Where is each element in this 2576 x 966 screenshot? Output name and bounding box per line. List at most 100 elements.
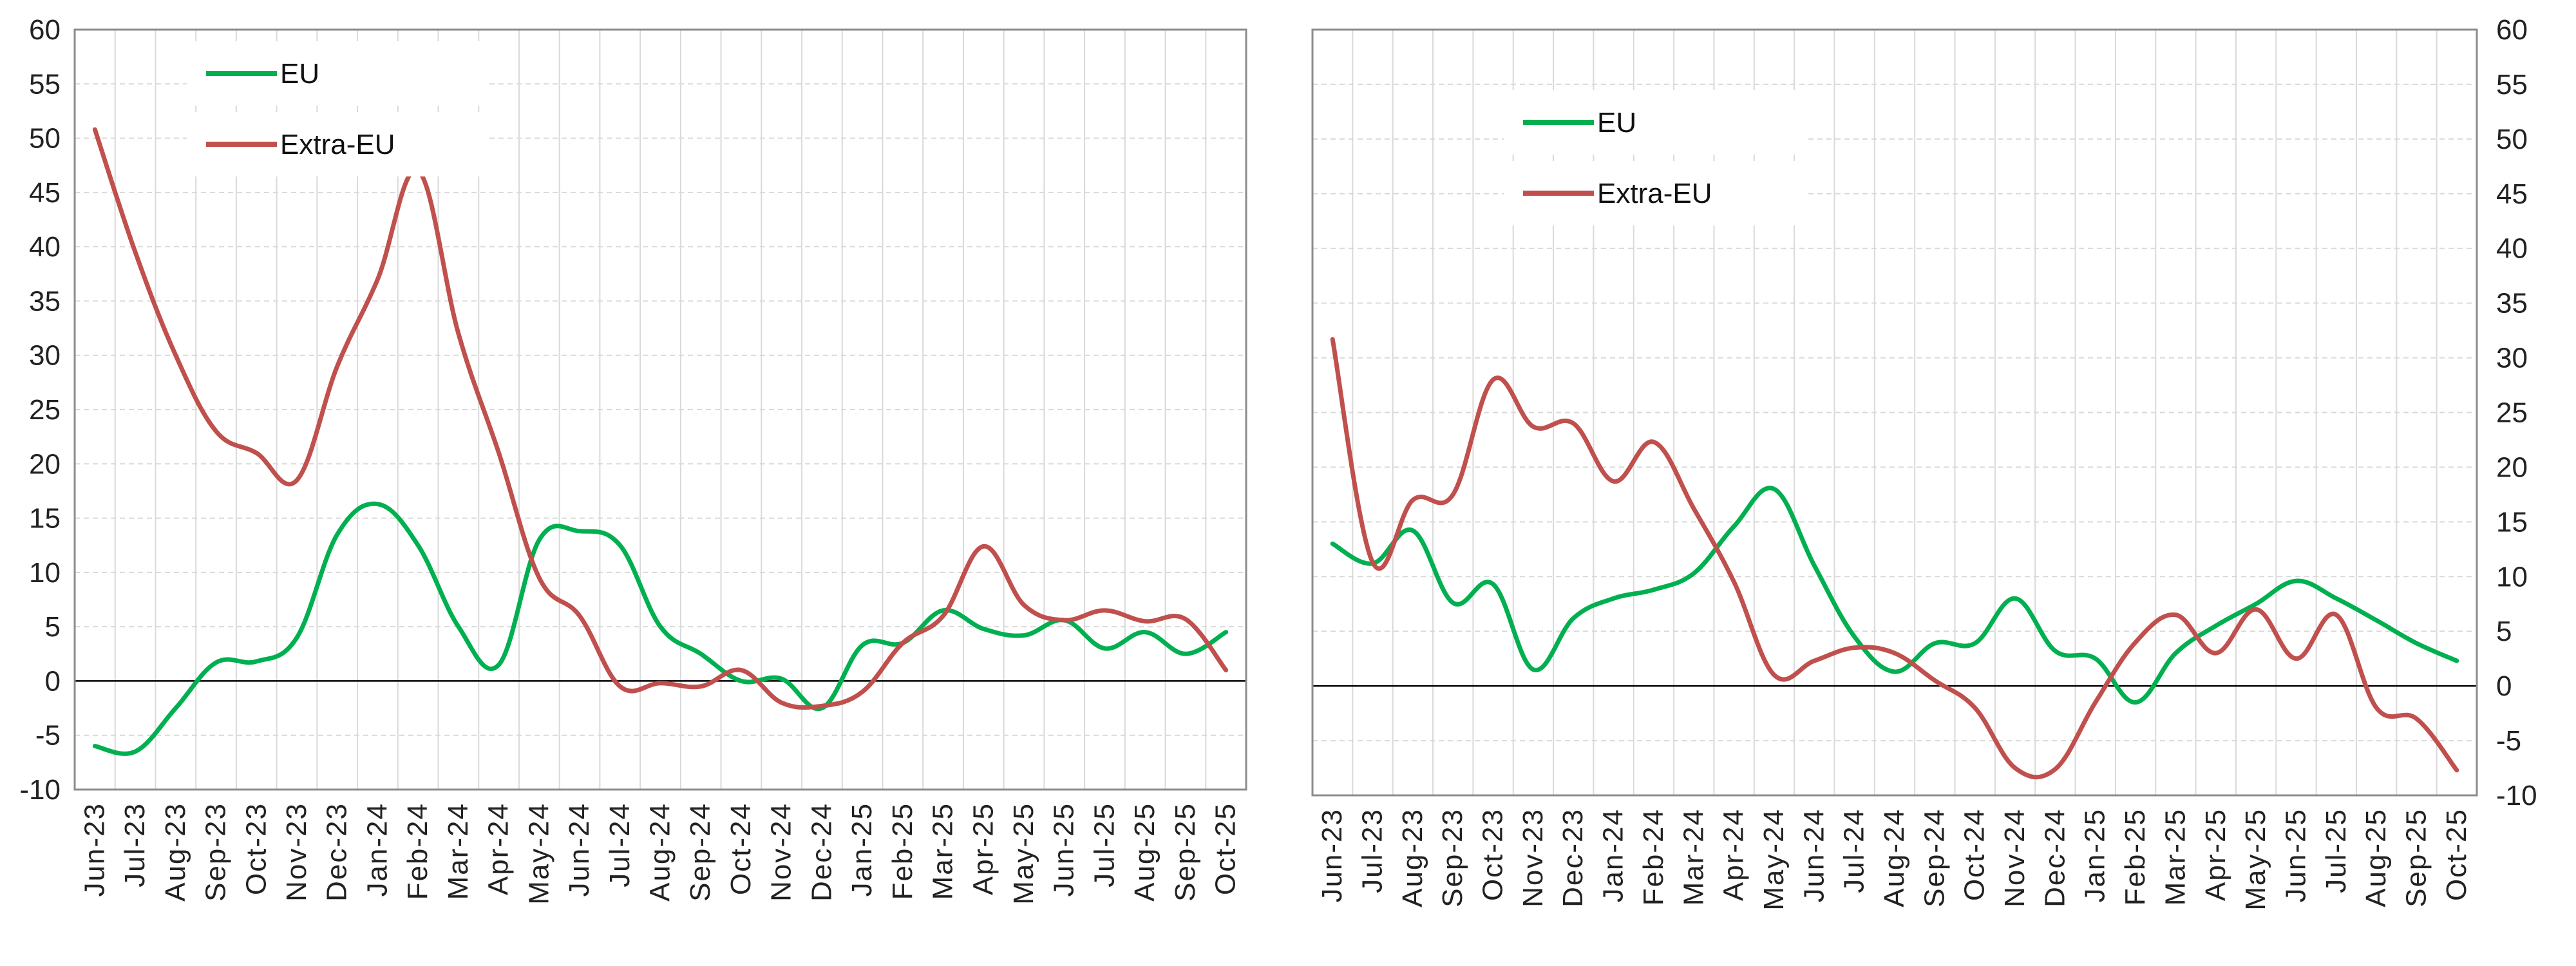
x-tick-label: Oct-24 bbox=[1959, 808, 1991, 901]
x-tick-label: Oct-25 bbox=[2441, 808, 2472, 901]
y-tick-label: 25 bbox=[29, 394, 61, 426]
plot-border bbox=[1311, 28, 2478, 797]
x-tick-label: Oct-23 bbox=[240, 802, 272, 895]
x-tick-label: Oct-23 bbox=[1477, 808, 1509, 901]
x-tick-label: Dec-23 bbox=[1557, 808, 1589, 907]
x-tick-label: Jan-24 bbox=[361, 802, 393, 897]
series-line-extra-eu bbox=[1330, 337, 2459, 780]
x-tick-label: Feb-24 bbox=[402, 802, 433, 900]
x-tick-label: Oct-25 bbox=[1210, 802, 1242, 895]
x-tick-label: Aug-25 bbox=[2360, 808, 2392, 907]
legend-label: EU bbox=[1597, 107, 1636, 138]
x-tick-label: Mar-24 bbox=[1678, 808, 1709, 905]
x-tick-label: Apr-24 bbox=[1718, 808, 1750, 901]
x-tick-label: Nov-23 bbox=[1517, 808, 1549, 907]
y-tick-label: 55 bbox=[2496, 69, 2528, 100]
x-tick-label: Jun-24 bbox=[1798, 808, 1830, 903]
y-tick-label: 35 bbox=[29, 285, 61, 317]
x-tick-label: Jul-23 bbox=[119, 802, 151, 887]
legend-label: Extra-EU bbox=[280, 129, 395, 160]
y-tick-label: 10 bbox=[2496, 561, 2528, 592]
x-tick-label: May-24 bbox=[1758, 808, 1790, 911]
legend-label: Extra-EU bbox=[1597, 178, 1712, 209]
x-tick-label: Feb-25 bbox=[887, 802, 918, 900]
x-tick-label: Jun-25 bbox=[2280, 808, 2311, 903]
series-line-eu bbox=[92, 501, 1229, 756]
y-tick-label: 0 bbox=[2496, 670, 2512, 702]
x-tick-label: Sep-24 bbox=[1918, 808, 1950, 907]
y-tick-label: 35 bbox=[2496, 288, 2528, 319]
x-tick-label: Jun-25 bbox=[1048, 802, 1080, 897]
y-tick-label: 10 bbox=[29, 557, 61, 589]
series-line-eu bbox=[1330, 486, 2459, 705]
y-tick-label: -5 bbox=[35, 720, 61, 752]
x-tick-label: Mar-25 bbox=[2159, 808, 2191, 905]
legend-label: EU bbox=[280, 58, 319, 90]
x-tick-label: Dec-24 bbox=[2039, 808, 2070, 907]
x-tick-label: Oct-24 bbox=[725, 802, 757, 895]
x-tick-label: Aug-23 bbox=[1397, 808, 1428, 907]
x-tick-label: Jul-24 bbox=[1839, 808, 1870, 893]
y-tick-label: 25 bbox=[2496, 397, 2528, 429]
y-tick-label: 60 bbox=[29, 14, 61, 46]
x-tick-label: Dec-23 bbox=[321, 802, 353, 902]
x-tick-label: Sep-23 bbox=[200, 802, 232, 902]
left-chart: -10 -5 0 5 10 15 20 25 30 35 40 45 50 55 60 Jun-23 Jul-2… bbox=[19, 14, 1247, 905]
x-tick-label: Jul-25 bbox=[2320, 808, 2352, 893]
y-tick-label: 30 bbox=[2496, 343, 2528, 374]
x-tick-label: Jan-25 bbox=[846, 802, 878, 897]
y-tick-label: 50 bbox=[2496, 124, 2528, 155]
x-tick-label: Aug-24 bbox=[645, 802, 676, 902]
x-tick-label: Jun-24 bbox=[564, 802, 595, 897]
y-tick-label: 20 bbox=[29, 448, 61, 480]
plot-border bbox=[73, 28, 1247, 791]
x-tick-label: Jun-23 bbox=[1316, 808, 1348, 903]
x-tick-label: Sep-25 bbox=[1170, 802, 1201, 902]
y-tick-label: 5 bbox=[2496, 616, 2512, 647]
x-tick-label: Apr-25 bbox=[967, 802, 999, 895]
x-tick-label: Nov-24 bbox=[1999, 808, 2031, 907]
x-tick-label: Jan-24 bbox=[1598, 808, 1629, 903]
x-tick-label: Mar-25 bbox=[927, 802, 959, 900]
x-tick-label: Apr-25 bbox=[2200, 808, 2231, 901]
x-tick-label: Sep-25 bbox=[2400, 808, 2432, 907]
x-tick-label: May-24 bbox=[523, 802, 554, 905]
x-tick-label: Jan-25 bbox=[2079, 808, 2111, 903]
y-tick-label: 50 bbox=[29, 123, 61, 155]
x-tick-label: Jul-25 bbox=[1088, 802, 1120, 887]
y-tick-label: 0 bbox=[45, 665, 61, 697]
x-tick-label: Sep-23 bbox=[1437, 808, 1468, 907]
x-tick-label: Aug-25 bbox=[1129, 802, 1160, 902]
x-tick-label: Sep-24 bbox=[685, 802, 716, 902]
x-tick-label: Feb-24 bbox=[1638, 808, 1669, 905]
y-tick-label: 60 bbox=[2496, 14, 2528, 46]
y-tick-label: -10 bbox=[19, 774, 61, 806]
y-tick-label: 55 bbox=[29, 68, 61, 100]
x-tick-label: May-25 bbox=[2240, 808, 2271, 911]
x-tick-label: Jun-23 bbox=[79, 802, 110, 897]
x-tick-label: Jul-23 bbox=[1357, 808, 1388, 893]
x-tick-label: Jul-24 bbox=[604, 802, 636, 887]
y-tick-label: -5 bbox=[2496, 725, 2521, 757]
y-tick-label: 15 bbox=[2496, 506, 2528, 538]
y-tick-label: 40 bbox=[2496, 233, 2528, 265]
series-line-extra-eu bbox=[92, 127, 1229, 710]
x-tick-label: Mar-24 bbox=[442, 802, 474, 900]
y-tick-label: 40 bbox=[29, 231, 61, 263]
y-tick-label: 20 bbox=[2496, 451, 2528, 483]
right-chart: -10 -5 0 5 10 15 20 25 30 35 40 45 50 55 60 Jun-23 Jul-2… bbox=[1311, 14, 2537, 911]
x-tick-label: Feb-25 bbox=[2119, 808, 2151, 905]
x-tick-label: Aug-24 bbox=[1879, 808, 1910, 907]
x-tick-label: Aug-23 bbox=[160, 802, 191, 902]
x-tick-label: Nov-23 bbox=[281, 802, 312, 902]
x-tick-label: Dec-24 bbox=[806, 802, 837, 902]
y-tick-label: 15 bbox=[29, 503, 61, 535]
y-tick-label: 30 bbox=[29, 340, 61, 372]
y-tick-label: 45 bbox=[29, 177, 61, 209]
x-tick-label: Nov-24 bbox=[766, 802, 797, 902]
y-tick-label: -10 bbox=[2496, 780, 2537, 811]
x-tick-label: Apr-24 bbox=[483, 802, 515, 895]
y-tick-label: 5 bbox=[45, 611, 61, 643]
x-tick-label: May-25 bbox=[1008, 802, 1039, 905]
